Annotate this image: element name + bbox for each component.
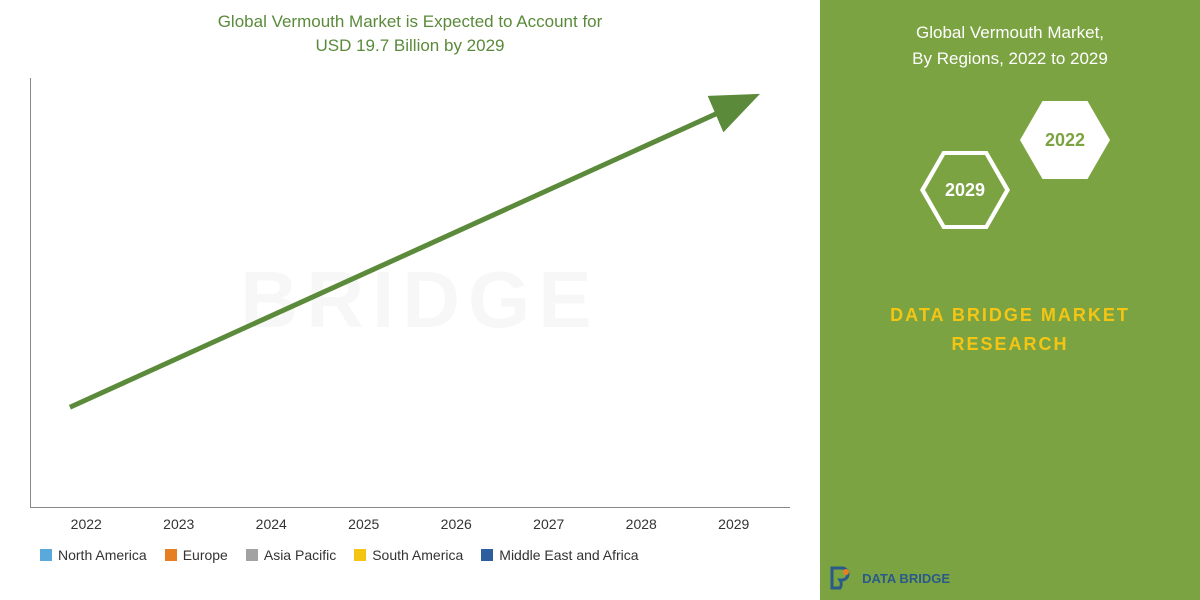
legend-label: South America — [372, 547, 463, 563]
legend-swatch — [481, 549, 493, 561]
bars-container — [31, 78, 790, 507]
chart-legend: North America Europe Asia Pacific South Ame… — [20, 532, 800, 563]
chart-title-line1: Global Vermouth Market is Expected to Ac… — [218, 12, 603, 31]
footer-brand-text: DATA BRIDGE — [862, 571, 950, 586]
legend-item: Europe — [165, 547, 228, 563]
x-axis-label: 2024 — [240, 516, 302, 532]
legend-item: South America — [354, 547, 463, 563]
hexagon-group: 2022 2029 — [840, 101, 1180, 281]
legend-swatch — [40, 549, 52, 561]
hexagon-start-label: 2029 — [925, 155, 1005, 225]
x-axis-label: 2025 — [333, 516, 395, 532]
legend-label: Asia Pacific — [264, 547, 336, 563]
legend-label: Europe — [183, 547, 228, 563]
hexagon-end-label: 2022 — [1025, 105, 1105, 175]
hexagon-start-year: 2029 — [920, 151, 1010, 229]
chart-plot-area — [30, 78, 790, 508]
x-axis-label: 2022 — [55, 516, 117, 532]
legend-label: North America — [58, 547, 147, 563]
side-panel: Global Vermouth Market, By Regions, 2022… — [820, 0, 1200, 600]
brand-line1: DATA BRIDGE MARKET — [890, 305, 1130, 325]
legend-item: Asia Pacific — [246, 547, 336, 563]
legend-item: North America — [40, 547, 147, 563]
footer-logo: DATA BRIDGE — [826, 564, 950, 592]
chart-title-line2: USD 19.7 Billion by 2029 — [315, 36, 504, 55]
x-axis-label: 2028 — [610, 516, 672, 532]
side-title-line1: Global Vermouth Market, — [916, 23, 1104, 42]
x-axis-label: 2027 — [518, 516, 580, 532]
legend-item: Middle East and Africa — [481, 547, 638, 563]
legend-swatch — [246, 549, 258, 561]
x-axis-label: 2029 — [703, 516, 765, 532]
chart-title: Global Vermouth Market is Expected to Ac… — [20, 10, 800, 58]
legend-swatch — [354, 549, 366, 561]
side-panel-title: Global Vermouth Market, By Regions, 2022… — [840, 20, 1180, 71]
hexagon-end-year: 2022 — [1020, 101, 1110, 179]
legend-label: Middle East and Africa — [499, 547, 638, 563]
chart-panel: Global Vermouth Market is Expected to Ac… — [0, 0, 820, 600]
legend-swatch — [165, 549, 177, 561]
brand-text: DATA BRIDGE MARKET RESEARCH — [840, 301, 1180, 359]
x-axis-label: 2023 — [148, 516, 210, 532]
footer-logo-icon — [826, 564, 854, 592]
side-title-line2: By Regions, 2022 to 2029 — [912, 49, 1108, 68]
x-axis-labels: 2022 2023 2024 2025 2026 2027 2028 2029 — [20, 508, 800, 532]
x-axis-label: 2026 — [425, 516, 487, 532]
brand-line2: RESEARCH — [951, 334, 1068, 354]
